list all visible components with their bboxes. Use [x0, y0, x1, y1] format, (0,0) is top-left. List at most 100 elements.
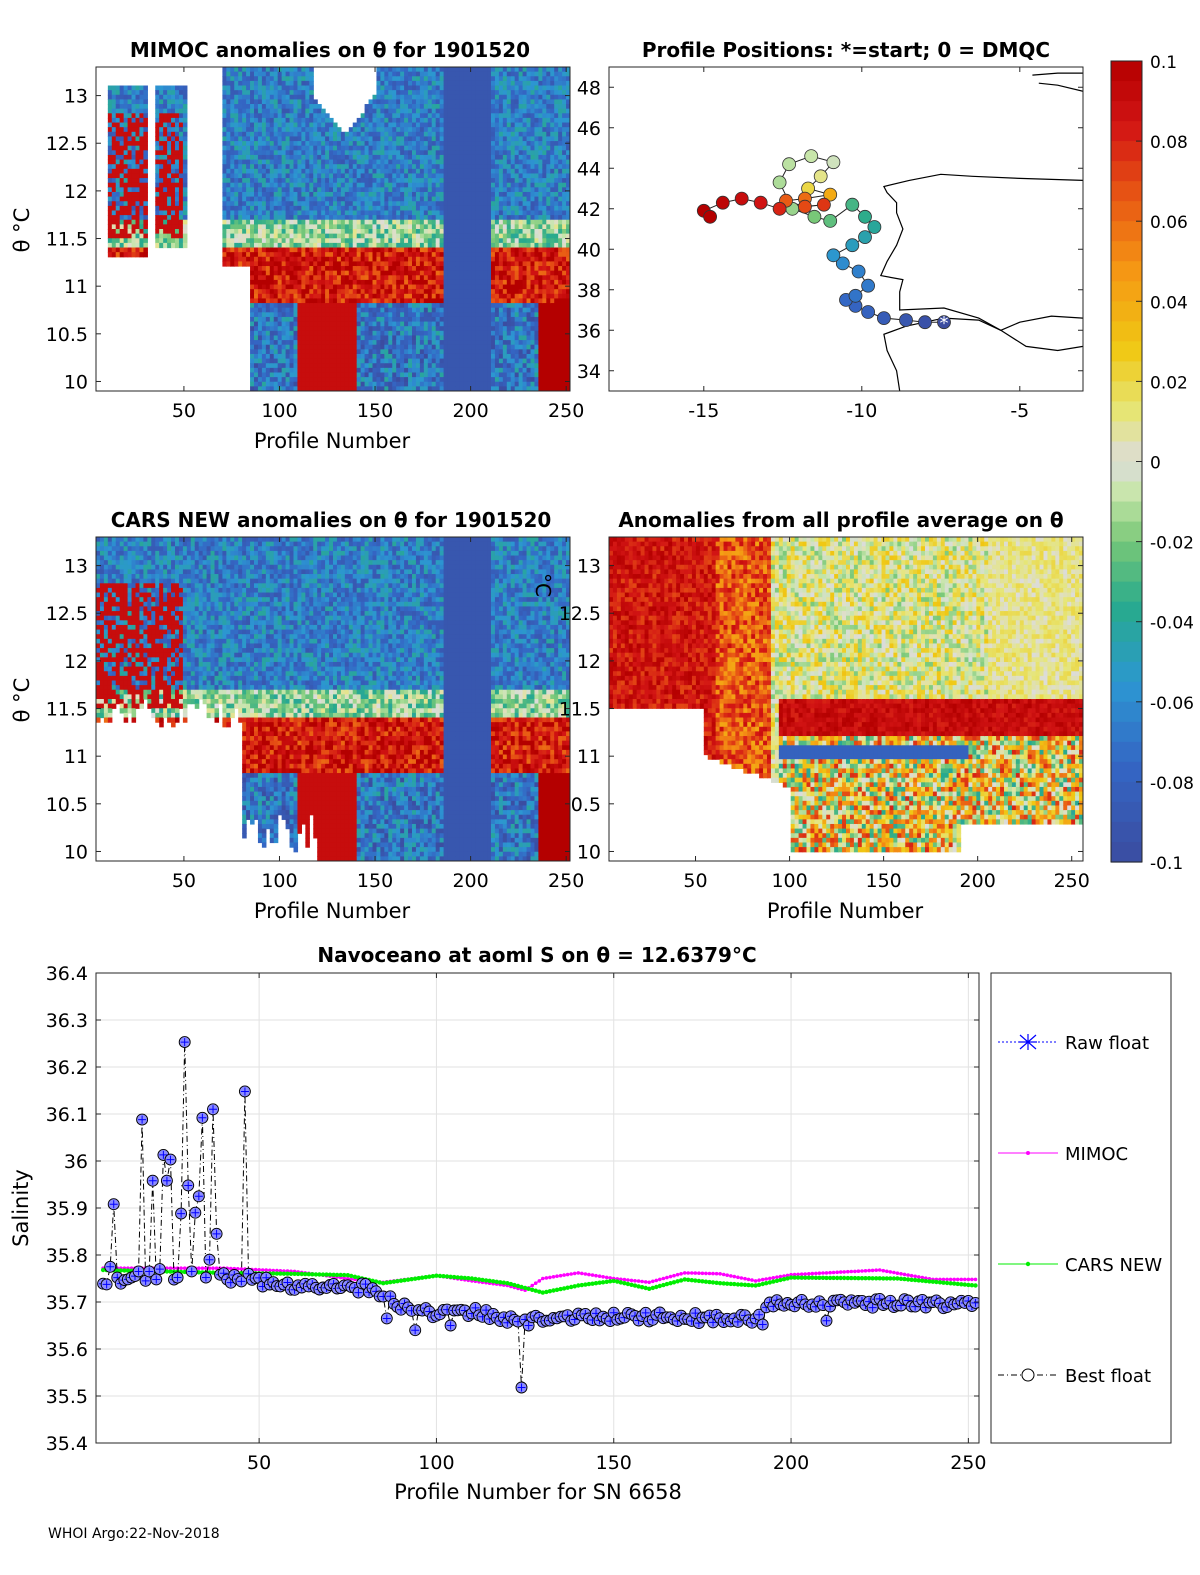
heatmap-cell	[329, 340, 334, 346]
heatmap-cell	[336, 224, 342, 230]
heatmap-cell	[254, 275, 259, 281]
heatmap-cell	[309, 344, 314, 350]
heatmap-cell	[419, 85, 425, 91]
heatmap-cell	[250, 201, 255, 207]
heatmap-cell	[123, 154, 129, 161]
heatmap-cell	[325, 312, 330, 318]
heatmap-cell	[336, 330, 342, 337]
heatmap-cell	[281, 279, 287, 286]
heatmap-cell	[360, 330, 366, 337]
heatmap-cell	[127, 90, 133, 96]
heatmap-cell	[392, 377, 397, 383]
heatmap-cell	[317, 104, 322, 110]
heatmap-cell	[226, 76, 231, 82]
heatmap-cell	[408, 326, 413, 332]
heatmap-cell	[261, 367, 267, 374]
heatmap-cell	[131, 85, 137, 91]
heatmap-cell	[297, 201, 302, 207]
heatmap-cell	[123, 182, 129, 188]
heatmap-cell	[254, 284, 259, 290]
heatmap-cell	[396, 196, 401, 202]
heatmap-cell	[467, 108, 472, 114]
heatmap-cell	[269, 104, 275, 110]
heatmap-cell	[139, 94, 144, 100]
heatmap-cell	[333, 321, 338, 327]
heatmap-cell	[305, 238, 310, 244]
heatmap-cell	[281, 141, 287, 147]
heatmap-cell	[321, 261, 326, 267]
heatmap-cell	[408, 219, 413, 225]
heatmap-cell	[431, 145, 437, 151]
heatmap-cell	[273, 94, 279, 100]
heatmap-cell	[467, 316, 472, 323]
heatmap-cell	[115, 210, 121, 216]
heatmap-cell	[404, 381, 409, 387]
heatmap-cell	[317, 344, 322, 350]
heatmap-cell	[352, 178, 358, 184]
heatmap-cell	[431, 67, 437, 73]
heatmap-cell	[404, 284, 409, 290]
heatmap-cell	[257, 131, 263, 138]
heatmap-cell	[119, 117, 125, 124]
heatmap-cell	[467, 191, 472, 198]
heatmap-cell	[333, 270, 338, 276]
heatmap-cell	[269, 344, 275, 350]
heatmap-cell	[182, 108, 188, 114]
heatmap-cell	[400, 307, 405, 313]
heatmap-cell	[135, 164, 141, 170]
heatmap-cell	[273, 108, 279, 114]
heatmap-cell	[408, 386, 413, 391]
heatmap-cell	[356, 344, 362, 350]
heatmap-cell	[163, 215, 168, 221]
heatmap-cell	[317, 289, 322, 295]
heatmap-cell	[451, 210, 457, 216]
heatmap-cell	[439, 85, 445, 91]
heatmap-cell	[250, 381, 255, 387]
heatmap-cell	[321, 367, 326, 374]
heatmap-cell	[325, 117, 330, 124]
heatmap-cell	[479, 233, 484, 239]
heatmap-cell	[376, 205, 381, 212]
heatmap-cell	[269, 117, 275, 124]
heatmap-cell	[242, 164, 247, 170]
heatmap-cell	[392, 99, 397, 105]
heatmap-cell	[289, 104, 295, 110]
heatmap-cell	[273, 178, 279, 184]
heatmap-cell	[467, 187, 472, 193]
heatmap-cell	[384, 80, 389, 87]
heatmap-cell	[167, 238, 172, 244]
heatmap-cell	[419, 127, 425, 133]
heatmap-cell	[435, 353, 441, 360]
heatmap-cell	[467, 266, 472, 272]
heatmap-cell	[305, 358, 310, 364]
heatmap-cell	[297, 168, 302, 175]
heatmap-cell	[404, 261, 409, 267]
heatmap-cell	[230, 205, 235, 212]
heatmap-cell	[459, 94, 464, 100]
heatmap-cell	[333, 122, 338, 128]
heatmap-cell	[384, 182, 389, 188]
heatmap-cell	[443, 201, 449, 207]
heatmap-cell	[297, 367, 302, 374]
heatmap-cell	[376, 321, 381, 327]
heatmap-cell	[479, 224, 484, 230]
heatmap-cell	[127, 85, 133, 91]
heatmap-cell	[155, 90, 160, 96]
heatmap-cell	[119, 233, 125, 239]
heatmap-cell	[443, 191, 449, 198]
heatmap-cell	[427, 205, 433, 212]
heatmap-cell	[352, 344, 358, 350]
heatmap-cell	[333, 330, 338, 337]
heatmap-cell	[479, 131, 484, 138]
heatmap-cell	[261, 381, 267, 387]
heatmap-cell	[471, 80, 476, 87]
heatmap-cell	[107, 191, 113, 198]
heatmap-cell	[467, 279, 472, 286]
heatmap-cell	[123, 127, 129, 133]
heatmap-cell	[467, 303, 472, 309]
heatmap-cell	[419, 182, 425, 188]
heatmap-cell	[257, 182, 263, 188]
heatmap-cell	[415, 224, 421, 230]
heatmap-cell	[171, 201, 176, 207]
heatmap-cell	[388, 99, 393, 105]
